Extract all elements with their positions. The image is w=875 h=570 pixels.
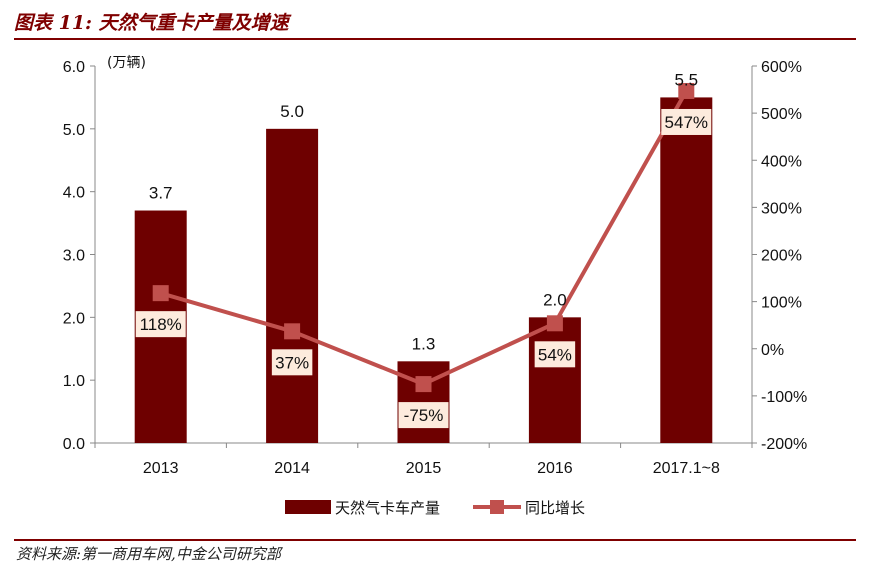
bar: [528, 317, 581, 443]
legend: 天然气卡车产量 同比增长: [285, 499, 585, 517]
left-axis-tick-label: 0.0: [63, 436, 85, 453]
growth-value-label: 547%: [665, 113, 708, 132]
growth-label-background: [661, 108, 712, 135]
left-axis-tick-label: 2.0: [63, 310, 85, 327]
right-axis-tick-label: 200%: [761, 248, 802, 265]
legend-bar-label: 天然气卡车产量: [335, 499, 440, 517]
growth-point-marker: [678, 82, 695, 99]
growth-label-background: [534, 341, 576, 368]
x-axis-tick-label: 2013: [143, 460, 179, 477]
growth-point-marker: [284, 323, 301, 340]
data-labels: 3.7 5.0 1.3 2.0 5.5 118% 37% -75% 54% 547%: [135, 70, 712, 429]
x-axis-tick-label: 2014: [274, 460, 310, 477]
bar-value-label: 1.3: [412, 334, 436, 353]
growth-line-series: [152, 82, 695, 393]
x-axis-tick-label: 2016: [537, 460, 573, 477]
x-axis-tick-label: 2015: [406, 460, 442, 477]
bar-value-label: 5.0: [280, 102, 304, 121]
growth-label-background: [271, 349, 313, 376]
left-axis-tick-label: 3.0: [63, 248, 85, 265]
growth-value-label: -75%: [404, 406, 444, 425]
source-rule: [14, 539, 856, 541]
growth-point-marker: [546, 315, 563, 332]
growth-point-marker: [152, 285, 169, 302]
growth-value-label: 37%: [275, 353, 309, 372]
growth-point-marker: [415, 376, 432, 393]
left-axis-tick-label: 5.0: [63, 122, 85, 139]
right-axis-tick-label: 100%: [761, 295, 802, 312]
legend-line-label: 同比增长: [525, 499, 585, 517]
right-axis-tick-label: 600%: [761, 59, 802, 76]
axes: 0.0 1.0 2.0 3.0 4.0 5.0 6.0 -200% -100% 0% 100% 200…: [63, 59, 808, 477]
right-axis-tick-label: 0%: [761, 342, 784, 359]
growth-label-background: [398, 402, 449, 429]
left-axis-unit: (万辆): [107, 55, 146, 71]
left-axis-tick-label: 6.0: [63, 59, 85, 76]
source-note: 资料来源:第一商用车网,中金公司研究部: [16, 545, 281, 563]
bar: [266, 128, 319, 444]
bar-value-label: 3.7: [149, 184, 173, 203]
left-axis-tick-label: 4.0: [63, 185, 85, 202]
growth-label-background: [135, 311, 186, 338]
x-axis-tick-label: 2017.1~8: [653, 460, 720, 477]
bar-value-label: 5.5: [674, 70, 698, 89]
growth-value-label: 54%: [538, 345, 572, 364]
right-axis-tick-label: 400%: [761, 153, 802, 170]
figure-title: 图表 11: 天然气重卡产量及增速: [14, 12, 289, 34]
chart: 0.0 1.0 2.0 3.0 4.0 5.0 6.0 -200% -100% 0% 100% 200…: [63, 55, 808, 517]
legend-bar-swatch: [285, 500, 331, 514]
right-axis-tick-label: -100%: [761, 389, 807, 406]
right-axis-tick-label: 300%: [761, 200, 802, 217]
left-axis-tick-label: 1.0: [63, 373, 85, 390]
title-rule: [14, 38, 856, 40]
bar: [660, 97, 713, 444]
legend-line-marker: [490, 500, 504, 514]
bar-value-label: 2.0: [543, 290, 567, 309]
growth-value-label: 118%: [140, 315, 182, 334]
right-axis-tick-label: 500%: [761, 106, 802, 123]
right-axis-tick-label: -200%: [761, 436, 807, 453]
